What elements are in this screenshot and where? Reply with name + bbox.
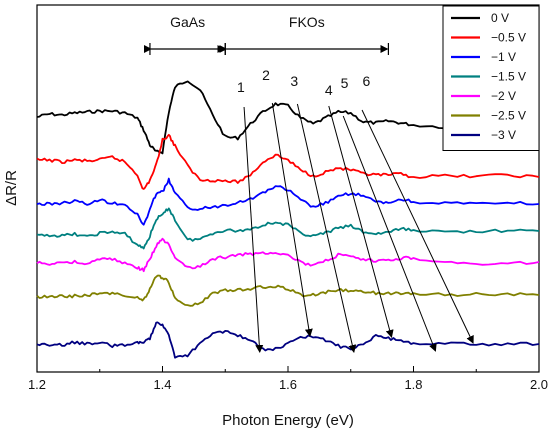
legend-label: −1.5 V xyxy=(491,70,526,84)
y-axis-label: ΔR/R xyxy=(3,170,20,206)
legend-box xyxy=(442,5,540,151)
fko-arrow-label: 1 xyxy=(237,79,245,95)
fko-arrow-label: 4 xyxy=(325,82,333,98)
fko-arrow-label: 6 xyxy=(363,73,371,89)
legend-label: −2 V xyxy=(491,89,516,103)
fko-arrow xyxy=(342,115,437,352)
series-line xyxy=(36,80,540,155)
x-axis-label: Photon Energy (eV) xyxy=(222,412,354,429)
legend-label: −3 V xyxy=(491,128,516,142)
x-tick-label: 1.4 xyxy=(153,377,171,392)
fko-arrow-label: 5 xyxy=(341,75,349,91)
fko-arrow-label: 3 xyxy=(290,73,298,89)
x-tick-label: 1.6 xyxy=(279,377,297,392)
legend-label: −0.5 V xyxy=(491,31,526,45)
annotations: GaAs FKOs 1 2 3 4 5 6 xyxy=(143,14,474,353)
x-tick-label: 2.0 xyxy=(530,377,548,392)
legend-label: −2.5 V xyxy=(491,109,526,123)
series-line xyxy=(36,177,540,226)
fko-arrow xyxy=(328,105,394,338)
x-tick-label: 1.8 xyxy=(404,377,422,392)
fko-arrow xyxy=(361,109,474,344)
fko-arrow-label: 2 xyxy=(262,67,270,83)
fko-arrow xyxy=(243,106,264,353)
series-line xyxy=(36,321,540,359)
series-line xyxy=(36,237,540,273)
fko-arrow xyxy=(296,103,357,353)
series-line xyxy=(36,274,540,307)
bracket-label: FKOs xyxy=(289,14,325,30)
x-axis: 1.2 1.4 1.6 1.8 2.0 xyxy=(28,366,548,392)
legend-label: 0 V xyxy=(491,11,509,25)
fko-arrow xyxy=(271,102,313,337)
curves xyxy=(36,80,540,359)
x-tick-label: 1.2 xyxy=(28,377,46,392)
legend: 0 V −0.5 V −1 V −1.5 V −2 V −2.5 V −3 V xyxy=(442,5,540,151)
series-line xyxy=(36,133,540,190)
bracket-label: GaAs xyxy=(170,14,205,30)
legend-label: −1 V xyxy=(491,50,516,64)
series-line xyxy=(36,207,540,250)
